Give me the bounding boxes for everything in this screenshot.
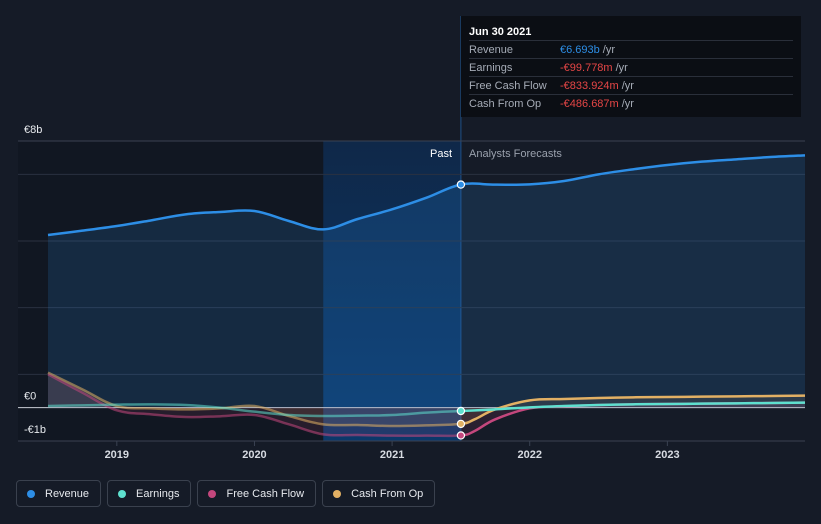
x-tick-label: 2020 bbox=[242, 449, 266, 461]
x-tick-label: 2019 bbox=[105, 449, 129, 461]
tooltip-unit: /yr bbox=[615, 61, 628, 74]
x-tick-label: 2023 bbox=[655, 449, 679, 461]
tooltip-label: Earnings bbox=[469, 61, 513, 74]
tooltip-label: Revenue bbox=[469, 43, 514, 56]
tooltip-unit: /yr bbox=[621, 79, 634, 92]
y-tick-label: €8b bbox=[24, 124, 42, 136]
revenue-line-past bbox=[47, 183, 461, 237]
legend-item-revenue[interactable]: Revenue bbox=[16, 480, 102, 507]
cash-from-op-line-past bbox=[47, 371, 461, 428]
legend-item-free-cash-flow[interactable]: Free Cash Flow bbox=[197, 480, 317, 507]
tooltip-value: -€486.687m bbox=[560, 97, 619, 110]
legend-label: Earnings bbox=[136, 487, 180, 500]
legend-label: Cash From Op bbox=[351, 487, 424, 500]
tooltip-date: Jun 30 2021 bbox=[469, 26, 532, 38]
earnings-line-past bbox=[47, 403, 461, 418]
legend-dot-icon bbox=[27, 489, 35, 498]
free-cash-flow-line-past bbox=[47, 373, 461, 438]
tooltip-row-free-cash-flow: Free Cash Flow -€833.924m /yr bbox=[469, 76, 793, 94]
legend-label: Free Cash Flow bbox=[226, 487, 305, 500]
tooltip-label: Free Cash Flow bbox=[469, 79, 547, 92]
revenue-line-forecast bbox=[460, 154, 806, 186]
y-tick-label: -€1b bbox=[24, 424, 46, 436]
revenue-marker bbox=[456, 180, 466, 189]
past-label: Past bbox=[430, 148, 452, 160]
earnings-line-forecast bbox=[460, 401, 806, 413]
legend-dot-icon bbox=[118, 489, 127, 498]
legend-item-cash-from-op[interactable]: Cash From Op bbox=[322, 480, 436, 507]
tooltip-label: Cash From Op bbox=[469, 97, 542, 110]
free-cash-flow-marker bbox=[456, 431, 466, 440]
legend-item-earnings[interactable]: Earnings bbox=[107, 480, 192, 507]
tooltip-unit: /yr bbox=[621, 97, 634, 110]
highlight-band bbox=[323, 141, 461, 441]
tooltip-unit: /yr bbox=[602, 43, 615, 56]
tooltip-value: €6.693b bbox=[560, 43, 600, 56]
cash-from-op-marker bbox=[456, 419, 466, 429]
tooltip-value: -€99.778m bbox=[560, 61, 613, 74]
legend: Revenue Earnings Free Cash Flow Cash Fro… bbox=[16, 480, 436, 507]
revenue-area bbox=[48, 155, 805, 408]
tooltip-row-earnings: Earnings -€99.778m /yr bbox=[469, 58, 793, 76]
legend-dot-icon bbox=[208, 489, 217, 498]
legend-dot-icon bbox=[333, 489, 342, 498]
tooltip-row-revenue: Revenue €6.693b /yr bbox=[469, 40, 793, 58]
x-tick-label: 2022 bbox=[517, 449, 541, 461]
forecast-label: Analysts Forecasts bbox=[469, 148, 562, 160]
tooltip-row-cash-from-op: Cash From Op -€486.687m /yr bbox=[469, 94, 793, 112]
x-tick-label: 2021 bbox=[380, 449, 404, 461]
legend-label: Revenue bbox=[45, 487, 90, 500]
cash-from-op-line-forecast bbox=[460, 394, 806, 426]
earnings-marker bbox=[456, 406, 466, 416]
y-tick-label: €0 bbox=[24, 391, 36, 403]
tooltip: Jun 30 2021 Revenue €6.693b /yr Earnings… bbox=[461, 16, 801, 117]
cash-from-op-area bbox=[48, 372, 805, 427]
tooltip-value: -€833.924m bbox=[560, 79, 619, 92]
